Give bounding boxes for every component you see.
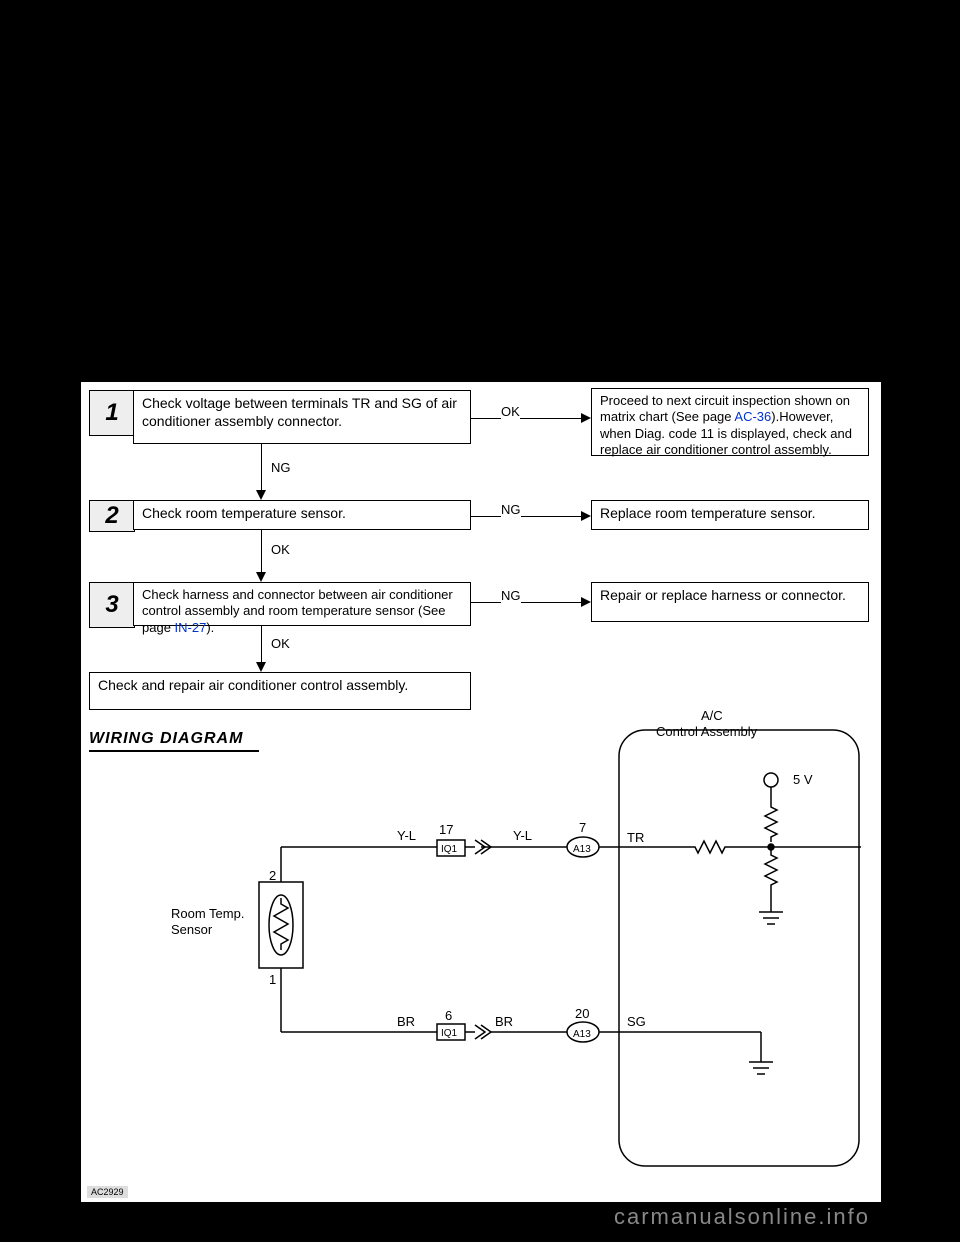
iq1-top: IQ1: [441, 844, 458, 855]
num-2: 2: [105, 502, 118, 530]
arrow-s1-ok: [471, 418, 581, 419]
step-3-result: Repair or replace harness or connector.: [600, 587, 846, 603]
label-ok-2: OK: [271, 542, 290, 557]
arrow-s1-ok-head: [581, 413, 591, 423]
arrow-s2-ng-head: [581, 511, 591, 521]
label-ok-3: OK: [271, 636, 290, 651]
wire-bottom-right: BR: [495, 1014, 513, 1029]
a13-bottom: A13: [573, 1029, 591, 1040]
arrow-s2-ok-head: [256, 572, 266, 582]
step-3-result-box: Repair or replace harness or connector.: [591, 582, 869, 622]
label-ng-3: NG: [501, 588, 521, 603]
arrow-s3-ok: [261, 626, 262, 662]
step-1-result-box: Proceed to next circuit inspection shown…: [591, 388, 869, 456]
watermark: carmanualsonline.info: [614, 1204, 870, 1230]
wire-bottom-left: BR: [397, 1014, 415, 1029]
arrow-s2-ng: [471, 516, 581, 517]
num-1: 1: [105, 399, 118, 427]
final-text: Check and repair air conditioner control…: [98, 677, 408, 693]
step-3-number: 3: [89, 582, 135, 628]
step-1-result-link[interactable]: AC-36: [734, 409, 771, 424]
sensor-label-2: Sensor: [171, 922, 213, 937]
arrow-s2-ok: [261, 530, 262, 572]
iq1-bottom: IQ1: [441, 1028, 458, 1039]
step-1-text: Check voltage between terminals TR and S…: [142, 395, 457, 429]
pin-conn-bottom: 6: [445, 1008, 452, 1023]
step-1-box: Check voltage between terminals TR and S…: [133, 390, 471, 444]
label-ng-1: NG: [271, 460, 291, 475]
step-3-link[interactable]: IN-27: [175, 620, 207, 635]
flowchart: 1 Check voltage between terminals TR and…: [81, 382, 881, 722]
wiring-title-line2: Control Assembly: [656, 724, 758, 739]
arrow-s3-ng-head: [581, 597, 591, 607]
arrow-s3-ng: [471, 602, 581, 603]
footer-code: AC2929: [87, 1186, 128, 1198]
step-2-result: Replace room temperature sensor.: [600, 505, 816, 521]
step-3-box: Check harness and connector between air …: [133, 582, 471, 626]
v-label: 5 V: [793, 772, 813, 787]
arrow-s1-ng-head: [256, 490, 266, 500]
wiring-diagram: A/C Control Assembly 5 V TR: [81, 702, 881, 1182]
step-2-result-box: Replace room temperature sensor.: [591, 500, 869, 530]
pin-a13-top: 7: [579, 820, 586, 835]
label-ok-1: OK: [501, 404, 520, 419]
signal-tr: TR: [627, 830, 644, 845]
arrow-s3-ok-head: [256, 662, 266, 672]
pin-sensor-top: 2: [269, 868, 276, 883]
pin-conn-top: 17: [439, 822, 453, 837]
wiring-title-line1: A/C: [701, 708, 723, 723]
num-3: 3: [105, 591, 118, 619]
signal-sg: SG: [627, 1014, 646, 1029]
step-1-number: 1: [89, 390, 135, 436]
step-2-text: Check room temperature sensor.: [142, 505, 346, 521]
wire-top-left: Y-L: [397, 828, 416, 843]
pin-sensor-bottom: 1: [269, 972, 276, 987]
pin-a13-bottom: 20: [575, 1006, 589, 1021]
sensor-label-1: Room Temp.: [171, 906, 244, 921]
a13-top: A13: [573, 844, 591, 855]
step-2-box: Check room temperature sensor.: [133, 500, 471, 530]
label-ng-2: NG: [501, 502, 521, 517]
wire-top-right: Y-L: [513, 828, 532, 843]
page: 1 Check voltage between terminals TR and…: [79, 380, 883, 1204]
arrow-s1-ng: [261, 444, 262, 490]
step-3-post: ).: [206, 620, 214, 635]
step-2-number: 2: [89, 500, 135, 532]
